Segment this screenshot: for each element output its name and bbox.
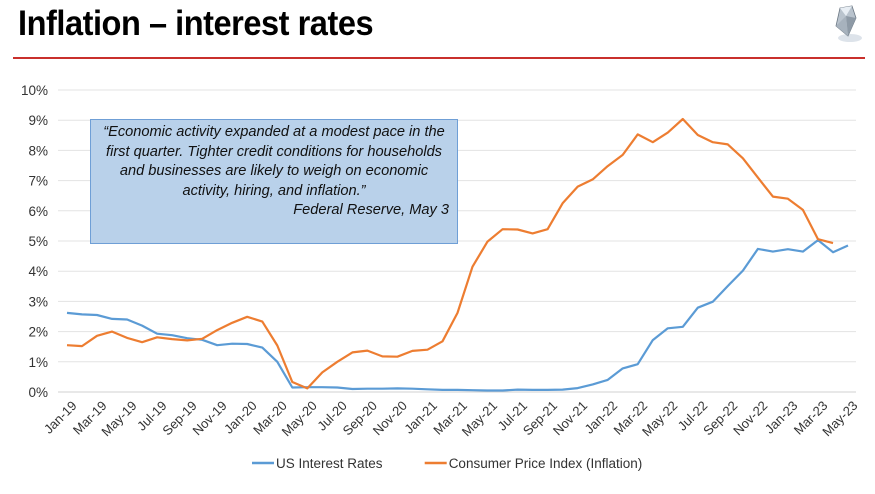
fed-quote-callout: “Economic activity expanded at a modest … <box>90 119 458 244</box>
quote-source: Federal Reserve, May 3 <box>293 202 449 218</box>
y-tick-label: 3% <box>28 294 48 309</box>
series-line-interest-rates <box>66 239 849 392</box>
y-tick-label: 8% <box>28 143 48 158</box>
legend-label: Consumer Price Index (Inflation) <box>449 456 643 471</box>
y-tick-label: 5% <box>28 234 48 249</box>
title-divider <box>13 57 865 59</box>
y-tick-label: 6% <box>28 204 48 219</box>
diamond-icon <box>835 5 862 42</box>
y-tick-label: 7% <box>28 174 48 189</box>
y-tick-label: 1% <box>28 355 48 370</box>
y-tick-label: 10% <box>21 83 48 98</box>
y-tick-label: 4% <box>28 264 48 279</box>
quote-text: “Economic activity expanded at a modest … <box>103 124 445 199</box>
legend-label: US Interest Rates <box>276 456 383 471</box>
x-tick-label: Nov-21 <box>550 398 590 438</box>
series-line-cpi <box>66 117 834 390</box>
x-tick-label: Nov-19 <box>189 398 229 438</box>
y-tick-label: 0% <box>28 385 48 400</box>
slide-title: Inflation – interest rates <box>18 4 374 43</box>
y-tick-label: 9% <box>28 113 48 128</box>
x-tick-label: Nov-22 <box>730 398 770 438</box>
x-tick-label: Nov-20 <box>370 398 410 438</box>
y-tick-label: 2% <box>28 325 48 340</box>
